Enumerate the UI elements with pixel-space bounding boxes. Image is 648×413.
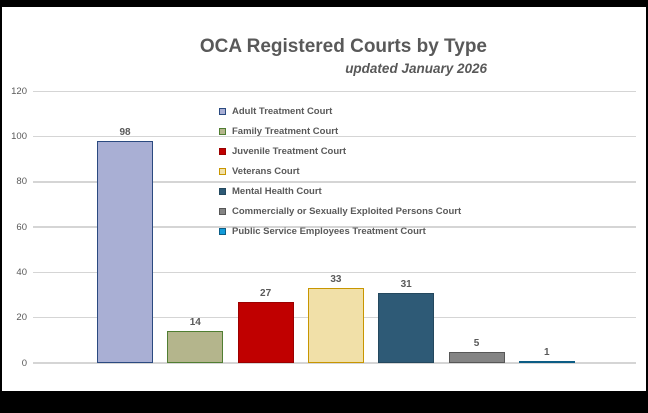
frame-border-left bbox=[0, 0, 2, 413]
gridline bbox=[33, 226, 636, 228]
legend-label: Family Treatment Court bbox=[232, 125, 339, 137]
legend-label: Juvenile Treatment Court bbox=[232, 145, 347, 157]
legend-swatch-icon bbox=[219, 227, 226, 235]
gridline bbox=[33, 181, 636, 183]
legend-label: Mental Health Court bbox=[232, 185, 322, 197]
legend-item: Veterans Court bbox=[219, 164, 300, 178]
legend-item: Family Treatment Court bbox=[219, 124, 338, 138]
legend-item: Adult Treatment Court bbox=[219, 104, 332, 118]
y-tick-label: 40 bbox=[16, 266, 27, 278]
legend-item: Public Service Employees Treatment Court bbox=[219, 224, 426, 238]
legend-label: Public Service Employees Treatment Court bbox=[232, 225, 426, 237]
gridline bbox=[33, 90, 636, 92]
legend-swatch-icon bbox=[219, 167, 226, 175]
legend-swatch-icon bbox=[219, 107, 226, 115]
legend-swatch-icon bbox=[219, 207, 226, 215]
bar-value-label: 98 bbox=[119, 127, 131, 139]
legend-item: Commercially or Sexually Exploited Perso… bbox=[219, 204, 461, 218]
bar-5 bbox=[378, 292, 435, 363]
y-tick-label: 20 bbox=[16, 312, 27, 324]
bar-6 bbox=[448, 351, 505, 363]
bar-7 bbox=[518, 360, 575, 363]
legend-item: Mental Health Court bbox=[219, 184, 322, 198]
legend-label: Veterans Court bbox=[232, 165, 300, 177]
bar-2 bbox=[167, 331, 224, 363]
bar-value-label: 31 bbox=[400, 278, 412, 290]
legend-swatch-icon bbox=[219, 187, 226, 195]
legend-label: Adult Treatment Court bbox=[232, 105, 333, 117]
bar-value-label: 1 bbox=[544, 346, 550, 358]
bar-value-label: 33 bbox=[330, 274, 342, 286]
y-tick-label: 60 bbox=[16, 221, 27, 233]
y-tick-label: 120 bbox=[11, 85, 27, 97]
y-tick-label: 0 bbox=[21, 357, 27, 369]
bar-value-label: 5 bbox=[473, 337, 480, 349]
frame-border-top bbox=[0, 0, 648, 7]
y-tick-label: 100 bbox=[11, 131, 27, 143]
bar-value-label: 27 bbox=[260, 287, 272, 299]
gridline bbox=[33, 135, 636, 138]
legend-swatch-icon bbox=[219, 127, 226, 135]
legend-swatch-icon bbox=[219, 147, 226, 155]
bar-4 bbox=[307, 288, 364, 363]
bar-1 bbox=[97, 141, 153, 363]
chart-subtitle: updated January 2026 bbox=[345, 61, 487, 76]
y-tick-label: 80 bbox=[16, 176, 27, 188]
bar-value-label: 14 bbox=[189, 317, 201, 329]
chart-title: OCA Registered Courts by Type bbox=[199, 36, 487, 57]
legend-item: Juvenile Treatment Court bbox=[219, 144, 346, 158]
legend-label: Commercially or Sexually Exploited Perso… bbox=[232, 205, 462, 217]
frame-border-bottom bbox=[0, 391, 648, 413]
gridline bbox=[33, 362, 636, 364]
bar-3 bbox=[237, 301, 294, 363]
gridline bbox=[33, 271, 636, 274]
frame-border-right bbox=[646, 0, 648, 413]
